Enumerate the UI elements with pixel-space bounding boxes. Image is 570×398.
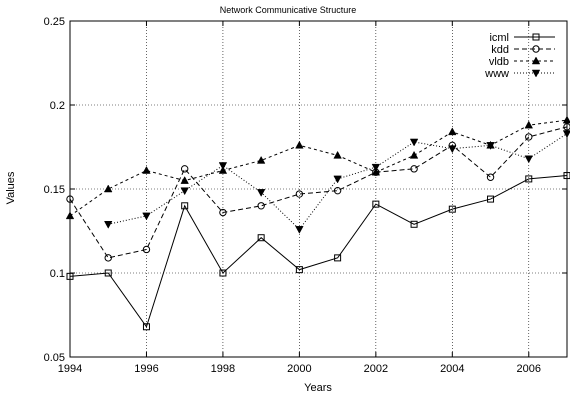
x-tick-label: 2000 xyxy=(287,363,311,375)
data-point-triangle-down xyxy=(448,145,457,154)
series-vldb xyxy=(65,115,570,220)
data-point-triangle-up xyxy=(371,167,381,176)
data-point-circle xyxy=(563,123,570,131)
data-point-circle xyxy=(219,208,227,217)
data-point-triangle-down xyxy=(295,226,304,234)
data-point-triangle-up xyxy=(218,165,228,174)
data-point-circle xyxy=(525,133,533,141)
data-point-circle xyxy=(295,190,304,198)
data-point-triangle-down xyxy=(218,162,228,171)
data-point-triangle-down xyxy=(409,138,419,147)
legend-label-icml: icml xyxy=(489,32,509,44)
data-point-triangle-down xyxy=(333,175,342,184)
series-line-icml xyxy=(69,175,568,328)
data-point-square xyxy=(532,33,540,41)
x-axis-title: Years xyxy=(304,382,332,394)
data-point-square xyxy=(372,200,380,208)
data-point-square xyxy=(525,175,533,183)
data-point-triangle-up xyxy=(142,165,151,174)
data-point-square xyxy=(257,234,265,242)
data-point-triangle-up xyxy=(448,127,457,136)
y-tick-label: 0.05 xyxy=(44,352,65,364)
data-point-triangle-down xyxy=(486,142,495,150)
data-point-triangle-up xyxy=(180,176,189,184)
data-point-triangle-down xyxy=(256,189,266,197)
data-point-circle xyxy=(257,202,265,210)
data-point-circle xyxy=(66,195,74,203)
data-point-circle xyxy=(104,254,112,262)
data-point-circle xyxy=(333,186,342,195)
data-point-triangle-up xyxy=(562,115,570,124)
data-point-triangle-down xyxy=(562,130,570,139)
legend-label-vldb: vldb xyxy=(489,56,509,68)
data-point-square xyxy=(448,205,456,213)
data-point-square xyxy=(66,272,74,280)
data-point-triangle-up xyxy=(333,150,342,159)
data-point-square xyxy=(563,172,570,180)
data-point-triangle-up xyxy=(409,150,419,159)
y-tick-label: 0.15 xyxy=(44,184,65,196)
data-point-square xyxy=(487,195,495,203)
data-point-triangle-down xyxy=(104,221,113,229)
x-tick-label: 1996 xyxy=(134,363,158,375)
data-point-triangle-down xyxy=(180,187,189,196)
x-tick-label: 2002 xyxy=(364,363,388,375)
series-kdd xyxy=(66,123,570,262)
data-point-triangle-down xyxy=(371,163,381,172)
data-point-square xyxy=(219,269,227,277)
data-point-square xyxy=(334,254,342,262)
data-point-triangle-down xyxy=(531,69,541,78)
data-point-circle xyxy=(180,165,189,173)
data-point-triangle-up xyxy=(531,56,541,65)
data-point-triangle-down xyxy=(524,155,533,164)
data-point-circle xyxy=(532,45,540,53)
data-point-square xyxy=(181,202,189,210)
data-point-circle xyxy=(486,173,495,181)
series-layer xyxy=(65,115,570,331)
data-point-triangle-up xyxy=(256,155,266,164)
data-point-triangle-up xyxy=(65,211,75,220)
series-www xyxy=(104,130,570,234)
data-point-circle xyxy=(142,245,151,254)
x-tick-label: 1994 xyxy=(58,363,82,375)
data-point-circle xyxy=(410,165,418,173)
y-tick-label: 0.1 xyxy=(50,268,65,280)
series-line-vldb xyxy=(69,119,568,217)
y-tick-label: 0.25 xyxy=(44,16,65,28)
series-line-kdd xyxy=(69,126,568,259)
data-point-square xyxy=(104,269,112,277)
x-tick-label: 1998 xyxy=(211,363,235,375)
x-tick-label: 2006 xyxy=(517,363,541,375)
data-point-triangle-up xyxy=(295,140,304,149)
data-point-square xyxy=(410,220,418,228)
data-point-square xyxy=(295,266,303,274)
data-point-triangle-down xyxy=(142,212,151,221)
legend-label-www: www xyxy=(484,68,509,80)
x-tick-label: 2004 xyxy=(440,363,464,375)
series-icml xyxy=(66,172,570,331)
legend-label-kdd: kdd xyxy=(491,44,509,56)
y-tick-label: 0.2 xyxy=(50,100,65,112)
data-point-triangle-up xyxy=(524,120,533,129)
axis-ticks: 1994 1996 1998 2000 2002 2004 2006 0.05 0.1 0.15 0… xyxy=(44,16,567,375)
data-point-triangle-up xyxy=(104,184,113,193)
chart-title: Network Communicative Structure xyxy=(220,5,357,15)
data-point-square xyxy=(142,323,150,331)
y-axis-title: Values xyxy=(5,171,17,204)
